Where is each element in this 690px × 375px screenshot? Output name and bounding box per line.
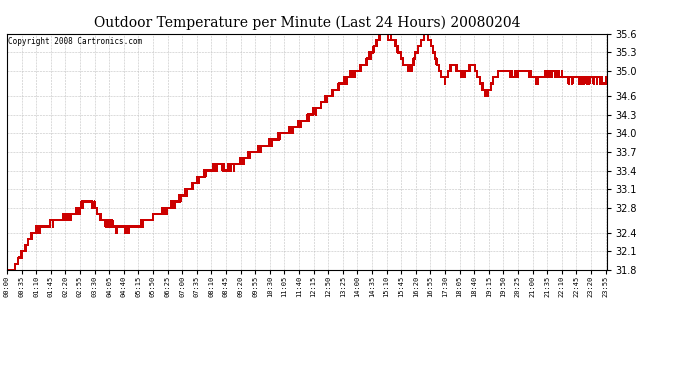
Text: Copyright 2008 Cartronics.com: Copyright 2008 Cartronics.com xyxy=(8,37,142,46)
Title: Outdoor Temperature per Minute (Last 24 Hours) 20080204: Outdoor Temperature per Minute (Last 24 … xyxy=(94,15,520,30)
